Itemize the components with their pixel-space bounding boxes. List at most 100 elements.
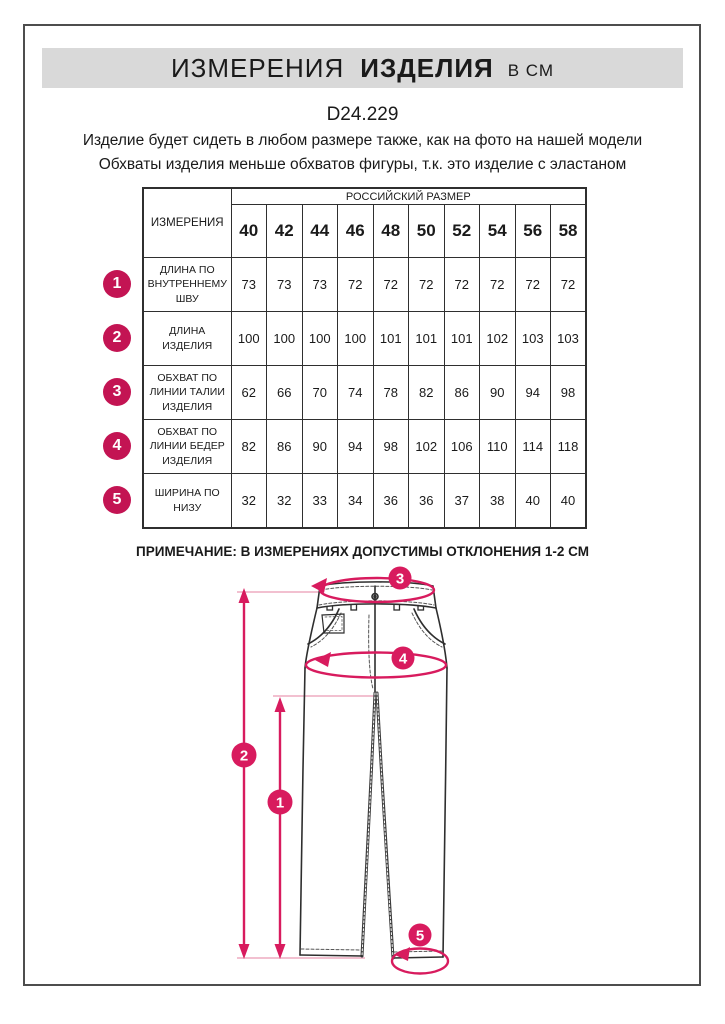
measurement-overlays	[242, 576, 450, 975]
jeans-outline	[299, 581, 448, 960]
cell-value: 102	[479, 311, 516, 366]
cell-value: 101	[408, 311, 445, 366]
size-col-header: 40	[230, 204, 267, 258]
title-word-measurements: ИЗМЕРЕНИЯ	[170, 52, 345, 83]
diagram-badge-3: 3	[396, 571, 404, 588]
cell-value: 82	[408, 365, 445, 420]
cell-value: 70	[301, 365, 338, 420]
cell-value: 94	[514, 365, 551, 420]
size-col-header: 54	[479, 204, 516, 258]
cell-value: 118	[550, 419, 587, 474]
cell-value: 78	[372, 365, 409, 420]
cell-value: 101	[443, 311, 480, 366]
size-col-header: 46	[337, 204, 374, 258]
hem-width-ellipse	[390, 947, 450, 975]
intro-line-1: Изделие будет сидеть в любом размере так…	[82, 132, 643, 149]
cell-value: 94	[337, 419, 374, 474]
cell-value: 72	[550, 257, 587, 312]
cell-value: 73	[230, 257, 267, 312]
row-label: ОБХВАТ ПО ЛИНИИ БЕДЕР ИЗДЕЛИЯ	[142, 419, 232, 474]
hem-ellipse-arrow	[395, 947, 410, 961]
cell-value: 102	[408, 419, 445, 474]
diagram-badges: 1 2 3 4 5	[231, 566, 432, 947]
cell-value: 72	[443, 257, 480, 312]
cell-value: 62	[230, 365, 267, 420]
cell-value: 38	[479, 473, 516, 529]
diagram-badge-4: 4	[399, 651, 408, 668]
diagram-badge-1: 1	[276, 795, 284, 812]
table-row-waist-girth: ОБХВАТ ПО ЛИНИИ ТАЛИИ ИЗДЕЛИЯ 62 66 70 7…	[142, 365, 587, 420]
row-label: ОБХВАТ ПО ЛИНИИ ТАЛИИ ИЗДЕЛИЯ	[142, 365, 232, 420]
table-header-measurements: ИЗМЕРЕНИЯ	[142, 187, 232, 258]
cell-value: 100	[266, 311, 303, 366]
cell-value: 40	[550, 473, 587, 529]
cell-value: 74	[337, 365, 374, 420]
diagram-badge-5: 5	[416, 928, 424, 945]
cell-value: 36	[372, 473, 409, 529]
cell-value: 110	[479, 419, 516, 474]
cell-value: 114	[514, 419, 551, 474]
diagram-badge-2: 2	[240, 748, 248, 765]
measure-badge-1: 1	[103, 270, 131, 298]
size-col-header: 50	[408, 204, 445, 258]
cell-value: 98	[372, 419, 409, 474]
measure-arrowheads	[238, 578, 410, 961]
cell-value: 73	[301, 257, 338, 312]
size-col-header: 44	[301, 204, 338, 258]
cell-value: 103	[550, 311, 587, 366]
page-title: ИЗМЕРЕНИЯ ИЗДЕЛИЯ В СМ	[42, 48, 683, 88]
table-row-inseam-length: ДЛИНА ПО ВНУТРЕННЕМУ ШВУ 73 73 73 72 72 …	[142, 257, 587, 312]
row-label: ДЛИНА ИЗДЕЛИЯ	[142, 311, 232, 366]
cell-value: 72	[408, 257, 445, 312]
leader-lines	[237, 591, 375, 959]
cell-value: 66	[266, 365, 303, 420]
intro-line-2: Обхваты изделия меньше обхватов фигуры, …	[98, 156, 627, 173]
model-code: D24.229	[326, 104, 399, 125]
cell-value: 36	[408, 473, 445, 529]
measure-badge-3: 3	[103, 378, 131, 406]
size-header-row: 40 42 44 46 48 50 52 54 56 58	[143, 204, 587, 258]
cell-value: 103	[514, 311, 551, 366]
hip-girth-ellipse	[304, 651, 448, 679]
title-units: В СМ	[507, 61, 555, 80]
cell-value: 37	[443, 473, 480, 529]
table-row-garment-length: ДЛИНА ИЗДЕЛИЯ 100 100 100 100 101 101 10…	[142, 311, 587, 366]
size-col-header: 52	[443, 204, 480, 258]
tolerance-note: ПРИМЕЧАНИЕ: В ИЗМЕРЕНИЯХ ДОПУСТИМЫ ОТКЛО…	[136, 544, 589, 559]
cell-value: 100	[301, 311, 338, 366]
title-word-product: ИЗДЕЛИЯ	[360, 52, 494, 83]
cell-value: 34	[337, 473, 374, 529]
pocket-right	[413, 608, 446, 645]
cell-value: 82	[230, 419, 267, 474]
row-label: ДЛИНА ПО ВНУТРЕННЕМУ ШВУ	[142, 257, 232, 312]
cell-value: 72	[479, 257, 516, 312]
measure-badge-2: 2	[103, 324, 131, 352]
cell-value: 106	[443, 419, 480, 474]
cell-value: 32	[266, 473, 303, 529]
pocket-left	[307, 608, 340, 645]
size-col-header: 42	[266, 204, 303, 258]
size-col-header: 56	[514, 204, 551, 258]
size-col-header: 48	[372, 204, 409, 258]
cell-value: 101	[372, 311, 409, 366]
cell-value: 32	[230, 473, 267, 529]
waist-ellipse-arrow	[311, 578, 327, 593]
size-table: ИЗМЕРЕНИЯ РОССИЙСКИЙ РАЗМЕР 40 42 44 46 …	[142, 187, 588, 529]
cell-value: 86	[443, 365, 480, 420]
table-row-hip-girth: ОБХВАТ ПО ЛИНИИ БЕДЕР ИЗДЕЛИЯ 82 86 90 9…	[142, 419, 587, 474]
cell-value: 98	[550, 365, 587, 420]
measure-badge-5: 5	[103, 486, 131, 514]
jeans-measurement-diagram: 1 2 3 4 5	[231, 566, 450, 975]
size-col-header: 58	[550, 204, 587, 258]
cell-value: 73	[266, 257, 303, 312]
cell-value: 72	[372, 257, 409, 312]
cell-value: 72	[337, 257, 374, 312]
cell-value: 86	[266, 419, 303, 474]
cell-value: 90	[479, 365, 516, 420]
cell-value: 90	[301, 419, 338, 474]
cell-value: 40	[514, 473, 551, 529]
coin-pocket	[321, 613, 345, 634]
row-label: ШИРИНА ПО НИЗУ	[142, 473, 232, 529]
cell-value: 33	[301, 473, 338, 529]
table-row-bottom-width: ШИРИНА ПО НИЗУ 32 32 33 34 36 36 37 38 4…	[142, 473, 587, 529]
